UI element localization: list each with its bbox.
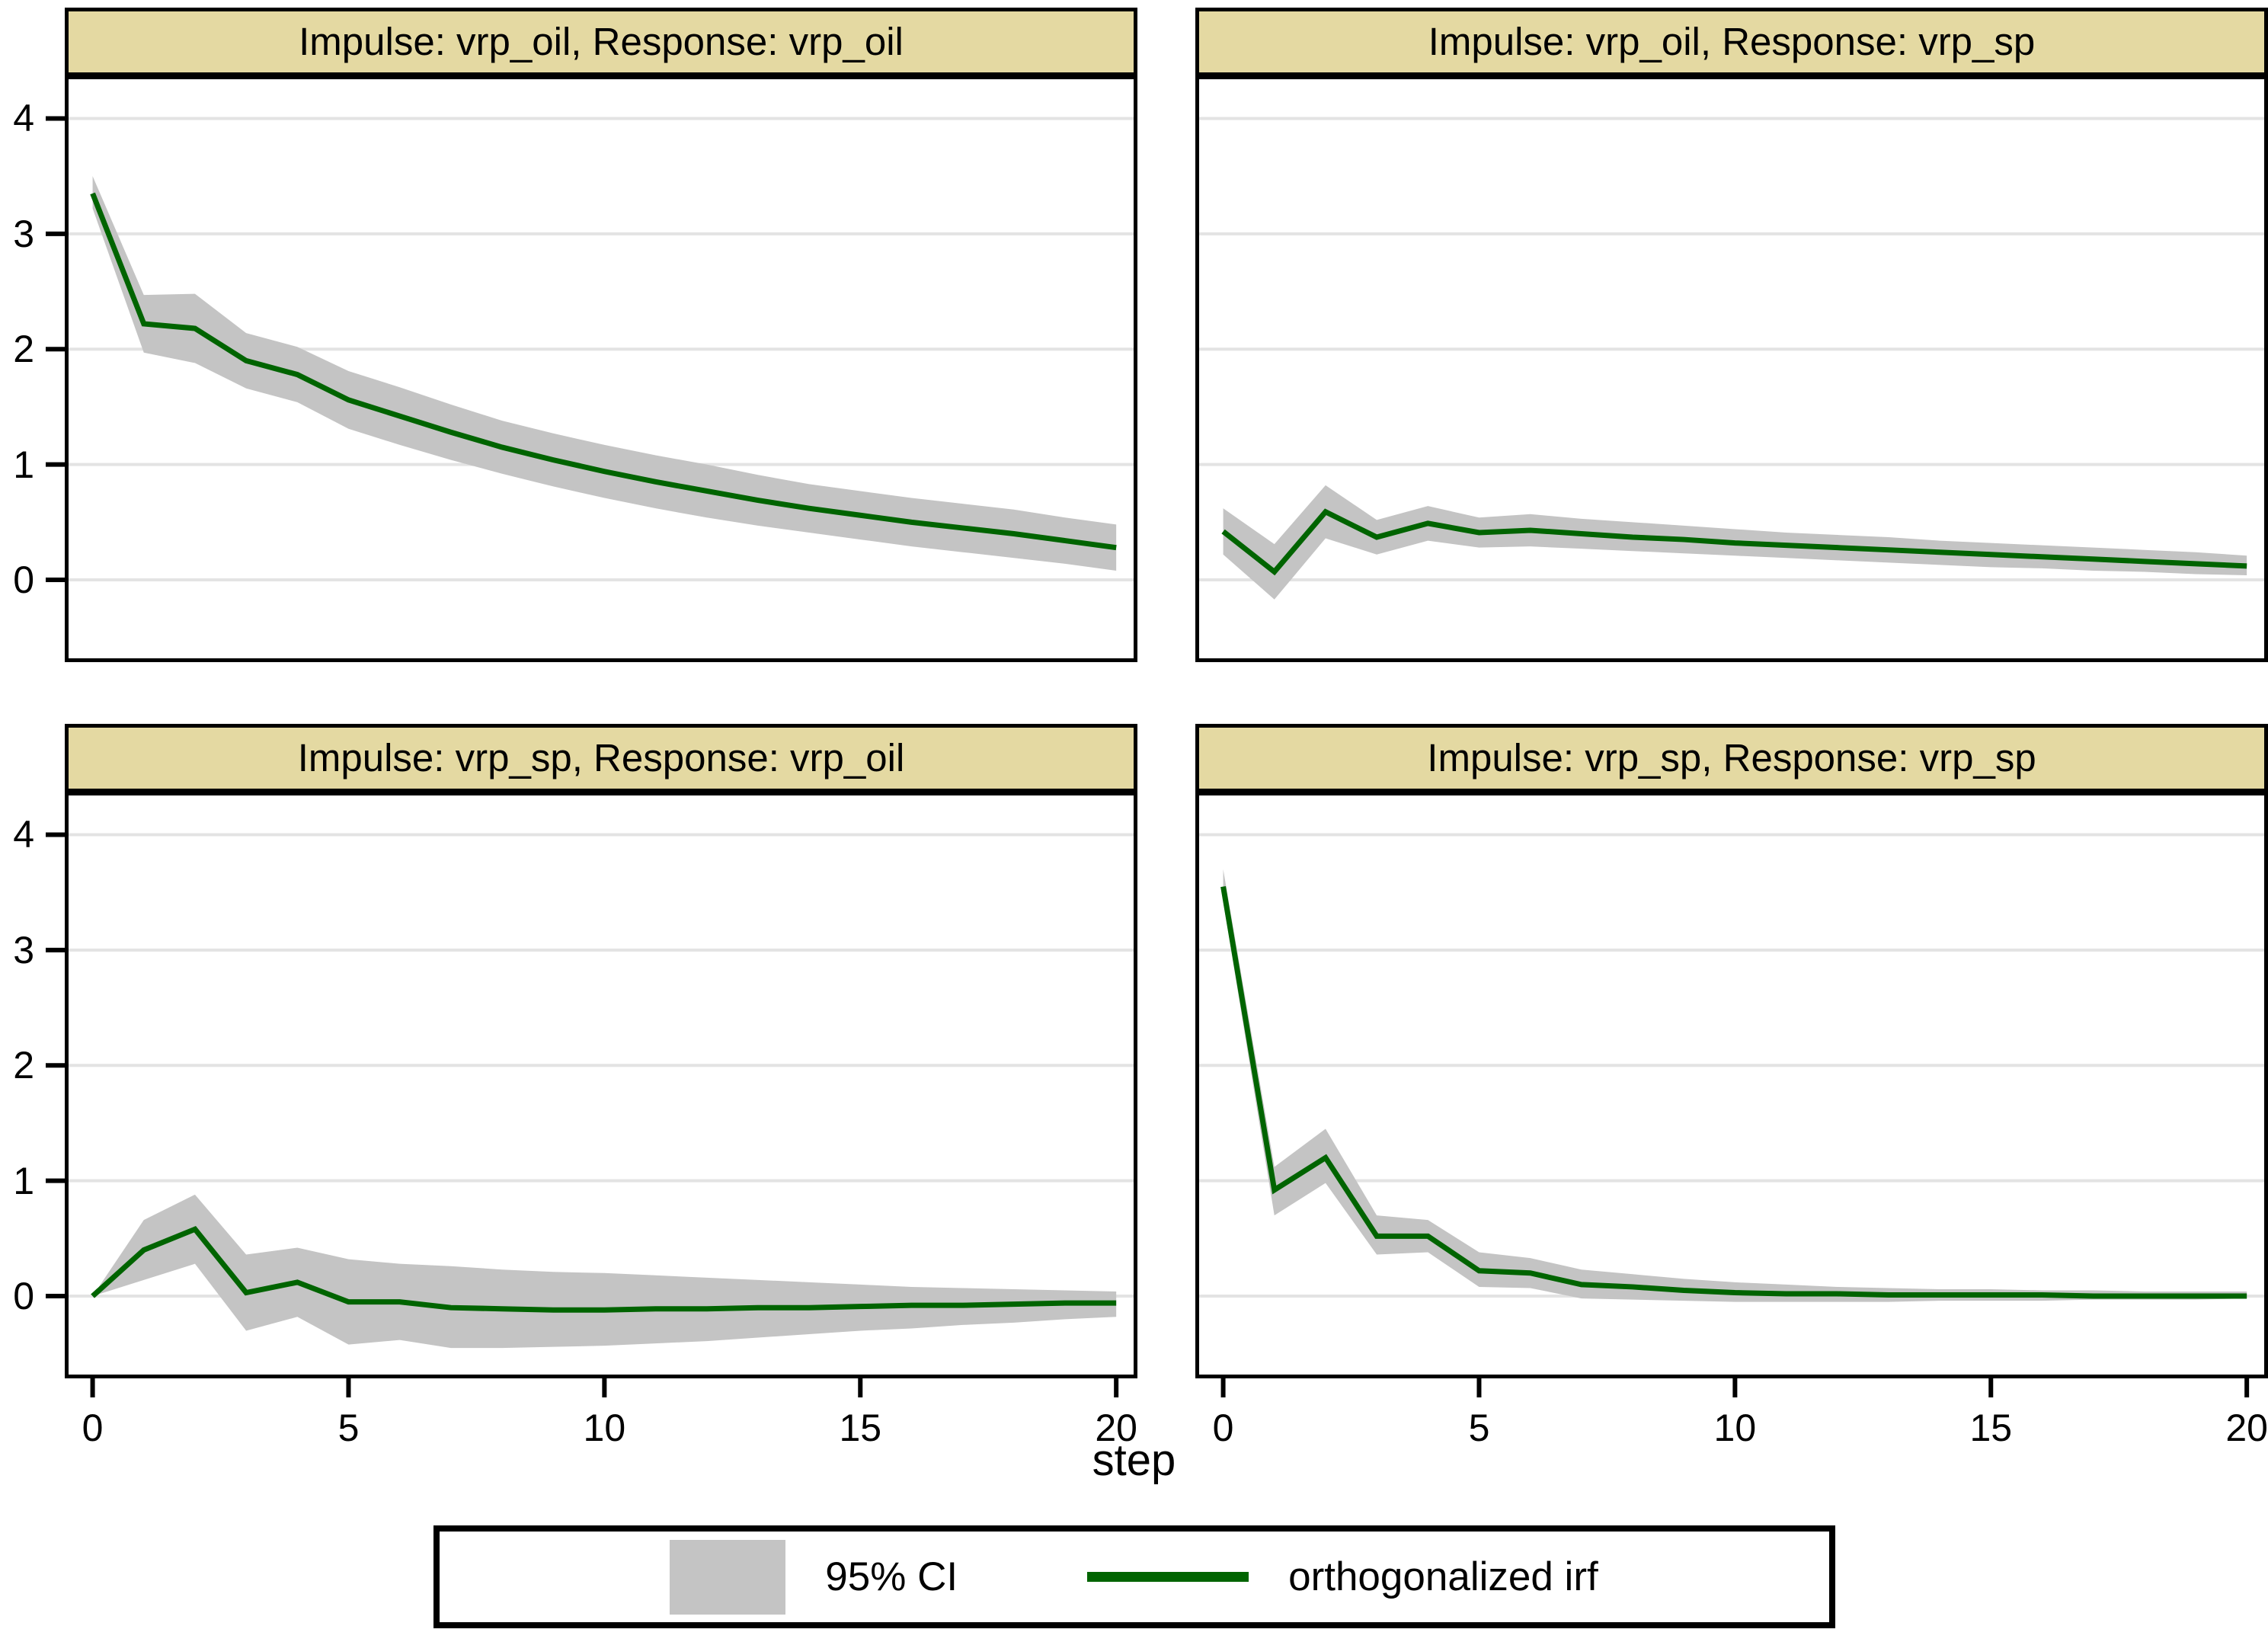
x-tick-label-20: 20 — [1095, 1407, 1137, 1449]
ci-band — [92, 1194, 1117, 1349]
plot-area — [46, 795, 1134, 1397]
x-tick-label-5: 5 — [337, 1407, 360, 1449]
x-axis-title: step — [1092, 1436, 1176, 1485]
ci-swatch — [670, 1539, 786, 1615]
x-tick-label-10: 10 — [1713, 1407, 1757, 1449]
y-tick-label-2: 2 — [13, 1044, 34, 1087]
x-tick-label-0: 0 — [82, 1407, 104, 1449]
panel-sp-oil: Impulse: vrp_sp, Response: vrp_oil — [46, 724, 1137, 1397]
y-tick-label-2: 2 — [13, 328, 34, 371]
irf-line — [90, 192, 1117, 551]
y-tick-label-1: 1 — [13, 1159, 34, 1202]
panel-oil-sp: Impulse: vrp_oil, Response: vrp_sp — [1195, 8, 2268, 662]
y-tick-label-0: 0 — [13, 559, 34, 602]
x-tick-label-5: 5 — [1468, 1407, 1490, 1449]
panel-title: Impulse: vrp_sp, Response: vrp_oil — [69, 728, 1134, 795]
panel-title: Impulse: vrp_oil, Response: vrp_sp — [1199, 11, 2264, 79]
irf-figure: Impulse: vrp_oil, Response: vrp_oil Impul… — [0, 8, 2268, 1642]
y-tick-label-1: 1 — [13, 443, 34, 486]
plot-area — [1199, 795, 2264, 1397]
x-tick-label-0: 0 — [1212, 1407, 1234, 1449]
irf-legend-label: orthogonalized irf — [1288, 1554, 1598, 1599]
irf-line-swatch — [1087, 1572, 1249, 1582]
irf-line — [91, 1226, 1117, 1313]
plot-area — [1199, 79, 2264, 658]
x-tick-label-20: 20 — [2225, 1407, 2268, 1449]
irf-line — [1221, 508, 2247, 576]
plot-area — [46, 79, 1134, 658]
panel-row-bottom: Impulse: vrp_sp, Response: vrp_oil Impuls… — [0, 724, 2268, 1449]
ci-legend-label: 95% CI — [825, 1554, 958, 1599]
legend-box: 95% CI orthogonalized irf — [433, 1525, 1835, 1628]
x-tick-label-15: 15 — [1969, 1407, 2013, 1449]
panel-sp-sp: Impulse: vrp_sp, Response: vrp_sp — [1195, 724, 2268, 1397]
panel-row-top: Impulse: vrp_oil, Response: vrp_oil Impul… — [0, 8, 2268, 662]
plot-svg — [1199, 117, 2264, 600]
plot-svg — [46, 832, 1134, 1397]
panel-title: Impulse: vrp_oil, Response: vrp_oil — [69, 11, 1134, 79]
y-tick-label-4: 4 — [13, 813, 34, 856]
y-tick-label-0: 0 — [13, 1275, 34, 1318]
irf-line — [1220, 886, 2247, 1299]
panel-oil-oil: Impulse: vrp_oil, Response: vrp_oil — [46, 8, 1137, 662]
x-tick-label-15: 15 — [839, 1407, 882, 1449]
plot-svg — [1199, 833, 2264, 1397]
plot-svg — [46, 116, 1134, 583]
y-tick-label-4: 4 — [13, 97, 34, 140]
y-tick-label-3: 3 — [13, 212, 34, 255]
y-tick-label-3: 3 — [13, 928, 34, 971]
x-tick-label-10: 10 — [583, 1407, 626, 1449]
panel-title: Impulse: vrp_sp, Response: vrp_sp — [1199, 728, 2264, 795]
